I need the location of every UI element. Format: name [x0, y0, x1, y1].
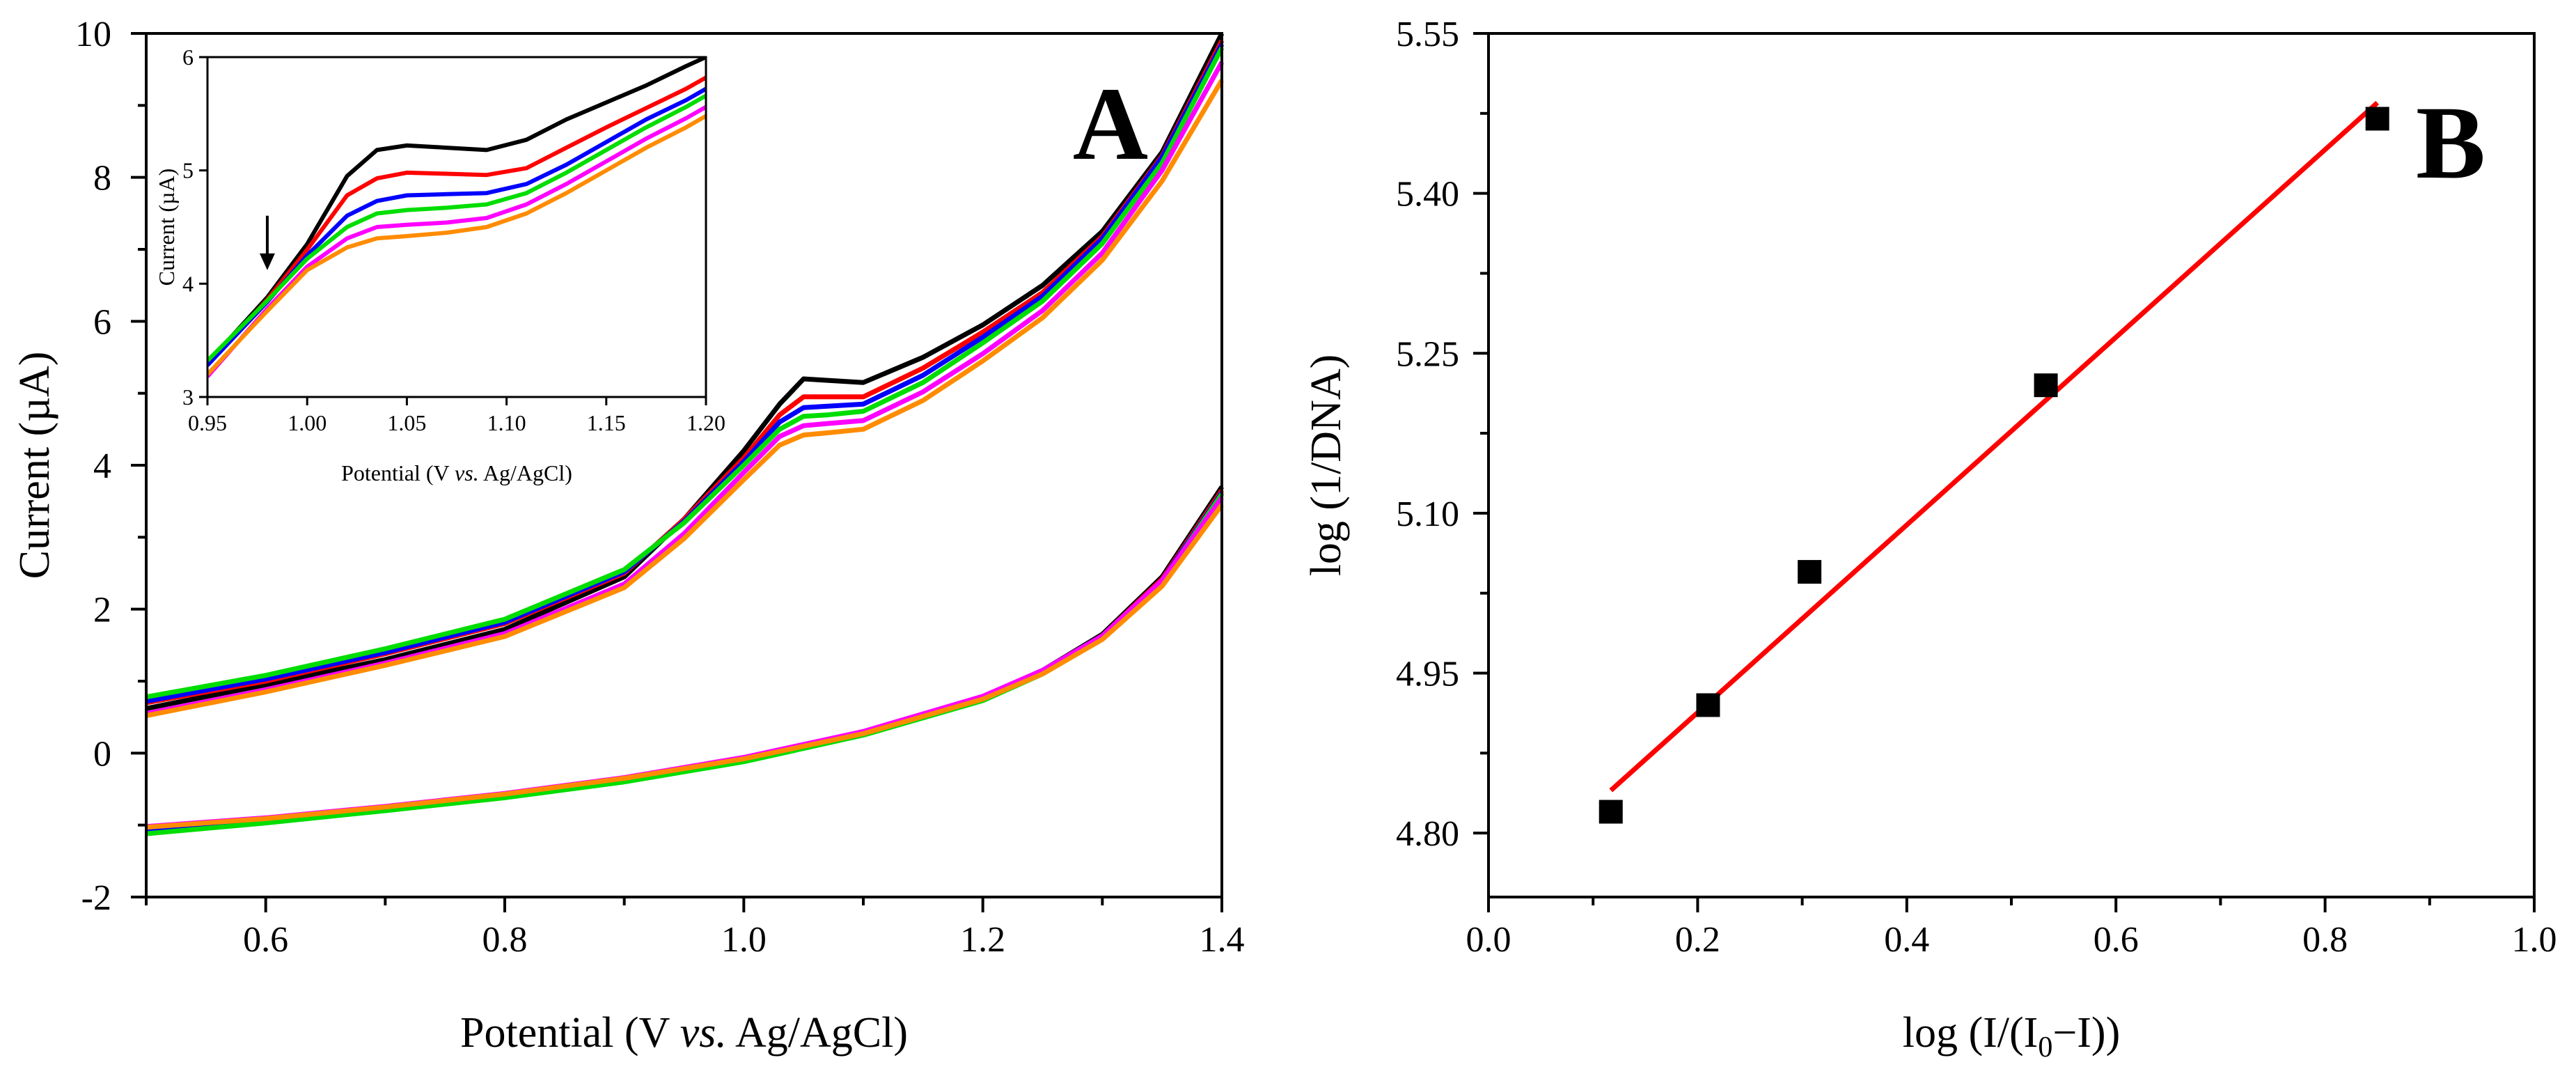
inset-y-axis-title: Current (µA): [154, 169, 179, 286]
inset-x-axis-title-part: Ag/AgCl): [479, 460, 572, 485]
panel-a-y-tick-label: 2: [93, 591, 111, 630]
panel-a-y-axis-title: Current (µA): [11, 352, 58, 579]
panel-a-x-axis-title: Potential (V vs. Ag/AgCl): [460, 1009, 908, 1057]
panel-a-y-tick-label: 6: [93, 302, 111, 342]
panel-b-x-tick-label: 0.8: [2302, 920, 2348, 960]
panel-b: 0.0 0.2 0.4 0.6 0.8 1.0 4.80 4.95 5.10 5.25 5.40 5.…: [1303, 15, 2557, 1063]
panel-b-x-tick-label: 0.6: [2094, 920, 2139, 960]
inset-series-0-line: [207, 57, 706, 365]
panel-a-plot-lines: [146, 32, 1225, 836]
inset-x-tick-label: 1.15: [587, 410, 626, 435]
panel-b-point-4: [2365, 107, 2389, 131]
inset-y-tick-label: 4: [182, 271, 194, 296]
inset-plot-lines: [207, 57, 706, 378]
panel-b-y-tick-label: 5.55: [1396, 15, 1459, 54]
panel-b-x-axis-title-part: 0: [2038, 1031, 2052, 1063]
panel-a-x-axis-title-part: Ag/AgCl): [727, 1009, 908, 1057]
panel-b-y-axis-title: log (1/DNA): [1303, 354, 1350, 577]
inset-background: [207, 57, 706, 397]
panel-b-y-tick-label: 5.40: [1396, 175, 1459, 215]
inset-frame: [206, 56, 707, 398]
panel-b-y-tick-label: 4.80: [1396, 814, 1459, 854]
panel-b-x-tick-label: 1.0: [2512, 920, 2557, 960]
panel-a-series-5-reverse-line: [146, 503, 1224, 830]
inset-x-tick-label: 0.95: [188, 410, 227, 435]
panel-b-point-3: [2034, 373, 2058, 398]
panel-a-x-tick-label: 1.2: [960, 920, 1005, 960]
panel-a-x-tick-label: 1.4: [1200, 920, 1245, 960]
panel-b-frame: [1487, 32, 2536, 898]
panel-b-point-0: [1599, 800, 1623, 824]
panel-b-x-axis-title: log (I/(I0−I)): [1903, 1009, 2120, 1063]
panel-a-x-axis-title-part: Potential (V: [460, 1009, 680, 1057]
panel-a-x-axis-title-part: vs.: [680, 1009, 727, 1057]
panel-a-inset: 0.95 1.00 1.05 1.10 1.15 1.20 3 4 5 6 Potential (V…: [154, 45, 725, 485]
panel-a-series-2-forward-line: [146, 42, 1225, 704]
panel-b-point-2: [1798, 560, 1822, 584]
panel-a-y-tick-label: 10: [75, 15, 111, 54]
panel-a-y-tick-label: 4: [93, 446, 111, 486]
inset-series-5-line: [207, 114, 706, 376]
panel-a-series-0-forward-line: [146, 32, 1225, 711]
inset-series-2-line: [207, 86, 706, 367]
panel-a-label: A: [1073, 66, 1148, 182]
panel-b-x-tick-label: 0.2: [1675, 920, 1720, 960]
inset-x-tick-label: 1.10: [487, 410, 526, 435]
panel-b-point-1: [1696, 693, 1720, 717]
panel-b-x-tick-label: 0.4: [1884, 920, 1929, 960]
panel-b-x-tick-label: 0.0: [1466, 920, 1511, 960]
inset-y-tick-label: 3: [182, 384, 194, 410]
panel-a-series-5-forward-line: [146, 79, 1225, 719]
panel-b-fit-line: [1609, 100, 2380, 793]
inset-x-axis-title-part: Potential (V: [341, 460, 455, 485]
panel-a-y-tick-label: 0: [93, 734, 111, 774]
inset-x-tick-label: 1.20: [686, 410, 725, 435]
panel-a-x-tick-label: 0.6: [243, 920, 288, 960]
inset-series-4-line: [207, 104, 706, 378]
panel-b-x-axis-title-part: −I)): [2052, 1009, 2120, 1057]
panel-a-x-tick-label: 0.8: [482, 920, 528, 960]
inset-x-tick-label: 1.00: [288, 410, 327, 435]
panel-b-label: B: [2416, 85, 2485, 201]
inset-arrow-head: [259, 253, 275, 270]
inset-series-1-line: [207, 75, 706, 367]
panel-b-y-tick-label: 5.25: [1396, 334, 1459, 374]
inset-y-tick-label: 6: [182, 45, 194, 70]
panel-a-series-3-forward-line: [146, 47, 1225, 700]
panel-a-series-4-forward-line: [146, 61, 1225, 716]
inset-x-tick-label: 1.05: [387, 410, 426, 435]
panel-a-x-tick-label: 1.0: [721, 920, 767, 960]
panel-b-y-tick-label: 4.95: [1396, 655, 1459, 694]
inset-x-axis-title: Potential (V vs. Ag/AgCl): [341, 460, 572, 485]
panel-b-x-axis-title-part: log (I/(I: [1903, 1009, 2039, 1057]
panel-a-y-tick-label: 8: [93, 159, 111, 198]
panel-a-y-tick-label: -2: [81, 878, 111, 918]
inset-series-3-line: [207, 93, 706, 363]
inset-y-tick-label: 5: [182, 158, 194, 183]
panel-a: 0.6 0.8 1.0 1.2 1.4 -2 0 2 4 6 8 10 Potential (V vs.…: [11, 15, 1245, 1057]
inset-x-axis-title-part: vs.: [455, 460, 479, 485]
panel-b-y-tick-label: 5.10: [1396, 494, 1459, 534]
